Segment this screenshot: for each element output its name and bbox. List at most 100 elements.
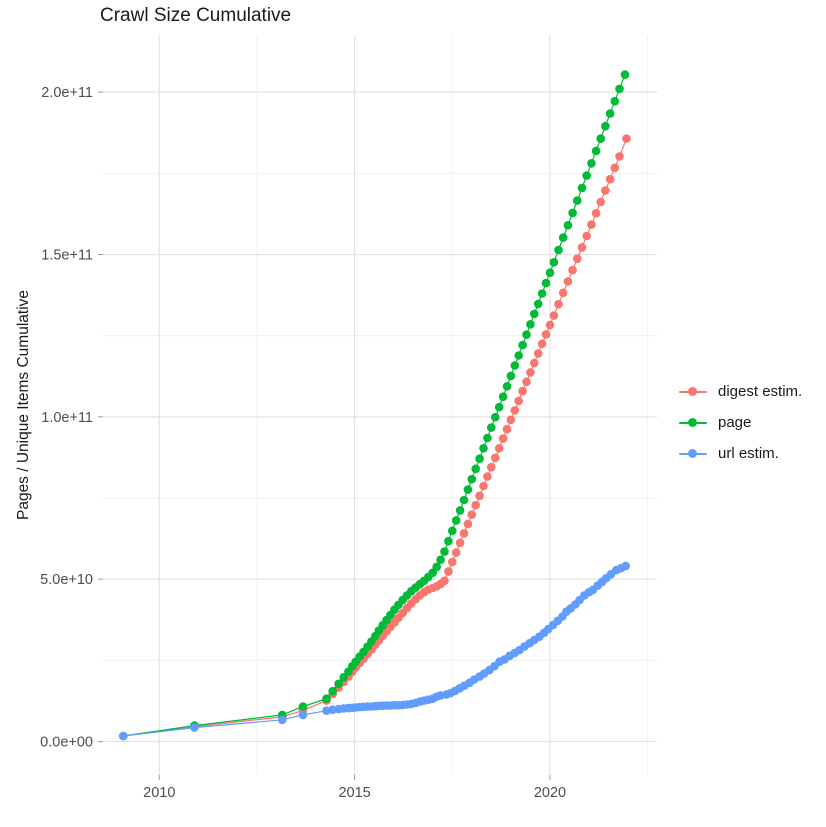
data-point-page	[498, 392, 508, 402]
data-point-page	[436, 555, 445, 564]
data-point-digest-estim-	[582, 231, 591, 241]
data-point-page	[459, 495, 469, 505]
y-tick-label: 2.0e+11	[41, 85, 93, 101]
legend-label: digest estim.	[718, 383, 803, 400]
data-point-url-estim-	[119, 731, 128, 741]
data-point-url-estim-	[621, 561, 630, 571]
data-point-page	[577, 183, 587, 193]
data-point-page	[610, 96, 620, 106]
data-point-digest-estim-	[615, 152, 624, 161]
data-point-page	[514, 351, 523, 360]
data-point-page	[605, 109, 615, 118]
data-point-digest-estim-	[510, 406, 520, 415]
data-point-digest-estim-	[471, 500, 481, 510]
data-point-digest-estim-	[537, 339, 547, 349]
data-point-digest-estim-	[491, 453, 500, 463]
data-point-page	[322, 694, 331, 703]
data-point-page	[510, 361, 520, 370]
data-point-page	[455, 506, 465, 515]
data-point-page	[494, 402, 504, 412]
x-tick-label: 2010	[143, 785, 175, 801]
data-point-digest-estim-	[596, 197, 605, 207]
legend-item-url-estim: url estim.	[678, 438, 802, 469]
data-point-digest-estim-	[502, 424, 512, 434]
data-point-digest-estim-	[455, 538, 465, 548]
data-point-page	[537, 289, 547, 298]
data-point-page	[587, 159, 596, 168]
data-point-page	[596, 134, 605, 143]
data-point-page	[549, 258, 559, 267]
data-point-page	[334, 679, 343, 689]
data-point-digest-estim-	[506, 415, 516, 425]
data-point-digest-estim-	[444, 567, 453, 576]
data-point-page	[530, 309, 539, 319]
data-point-digest-estim-	[514, 396, 523, 406]
legend-key-url-estim-icon	[678, 445, 708, 463]
legend: digest estim. page url estim.	[678, 376, 802, 469]
data-point-digest-estim-	[563, 277, 573, 286]
data-point-digest-estim-	[541, 330, 551, 339]
data-point-page	[526, 320, 535, 329]
data-point-digest-estim-	[577, 243, 587, 252]
data-point-digest-estim-	[591, 209, 601, 218]
legend-label: page	[718, 414, 752, 431]
data-point-digest-estim-	[483, 472, 492, 481]
data-point-digest-estim-	[622, 134, 631, 143]
data-point-page	[467, 474, 477, 484]
data-point-page	[554, 245, 563, 255]
data-point-url-estim-	[190, 723, 199, 732]
data-point-page	[541, 278, 551, 288]
y-tick-label: 0.0e+00	[40, 735, 93, 751]
data-point-digest-estim-	[518, 386, 527, 396]
data-point-page	[432, 562, 442, 572]
data-point-page	[487, 423, 496, 432]
data-point-page	[518, 340, 527, 350]
data-point-url-estim-	[298, 710, 308, 720]
y-tick-label: 1.5e+11	[41, 247, 93, 263]
data-point-digest-estim-	[526, 368, 535, 377]
data-point-digest-estim-	[554, 299, 563, 309]
data-point-page	[582, 171, 591, 180]
data-point-page	[491, 412, 500, 422]
data-point-page	[533, 299, 543, 309]
x-tick-label: 2015	[338, 785, 370, 801]
legend-label: url estim.	[718, 445, 779, 462]
data-point-page	[298, 702, 308, 711]
data-point-page	[475, 454, 484, 464]
data-point-page	[573, 196, 582, 205]
y-axis-title: Pages / Unique Items Cumulative	[15, 289, 32, 521]
data-point-digest-estim-	[440, 576, 449, 586]
data-point-digest-estim-	[463, 519, 473, 529]
data-point-page	[563, 221, 573, 230]
data-point-digest-estim-	[545, 320, 555, 330]
data-point-digest-estim-	[568, 265, 577, 275]
data-point-digest-estim-	[479, 481, 488, 491]
data-point-digest-estim-	[459, 529, 469, 538]
legend-key-page-icon	[678, 414, 708, 432]
legend-key-digest-estim-icon	[678, 383, 708, 401]
data-point-page	[601, 121, 610, 131]
data-point-page	[483, 433, 492, 443]
data-point-digest-estim-	[605, 174, 615, 184]
data-point-digest-estim-	[533, 349, 543, 358]
data-point-page	[440, 547, 449, 556]
x-tick-label: 2020	[534, 785, 566, 801]
data-point-digest-estim-	[610, 163, 620, 173]
data-point-page	[620, 70, 630, 79]
data-point-page	[558, 233, 568, 242]
data-point-page	[328, 686, 338, 696]
data-point-digest-estim-	[549, 311, 559, 320]
data-point-digest-estim-	[475, 491, 484, 501]
y-tick-label: 1.0e+11	[41, 410, 93, 426]
data-point-page	[451, 516, 461, 525]
data-point-digest-estim-	[467, 510, 477, 519]
legend-item-digest-estim: digest estim.	[678, 376, 802, 407]
data-point-digest-estim-	[522, 377, 531, 387]
data-point-page	[479, 444, 488, 453]
data-point-digest-estim-	[487, 462, 496, 472]
data-point-page	[591, 146, 601, 156]
data-point-page	[506, 371, 516, 381]
data-point-page	[444, 536, 453, 546]
